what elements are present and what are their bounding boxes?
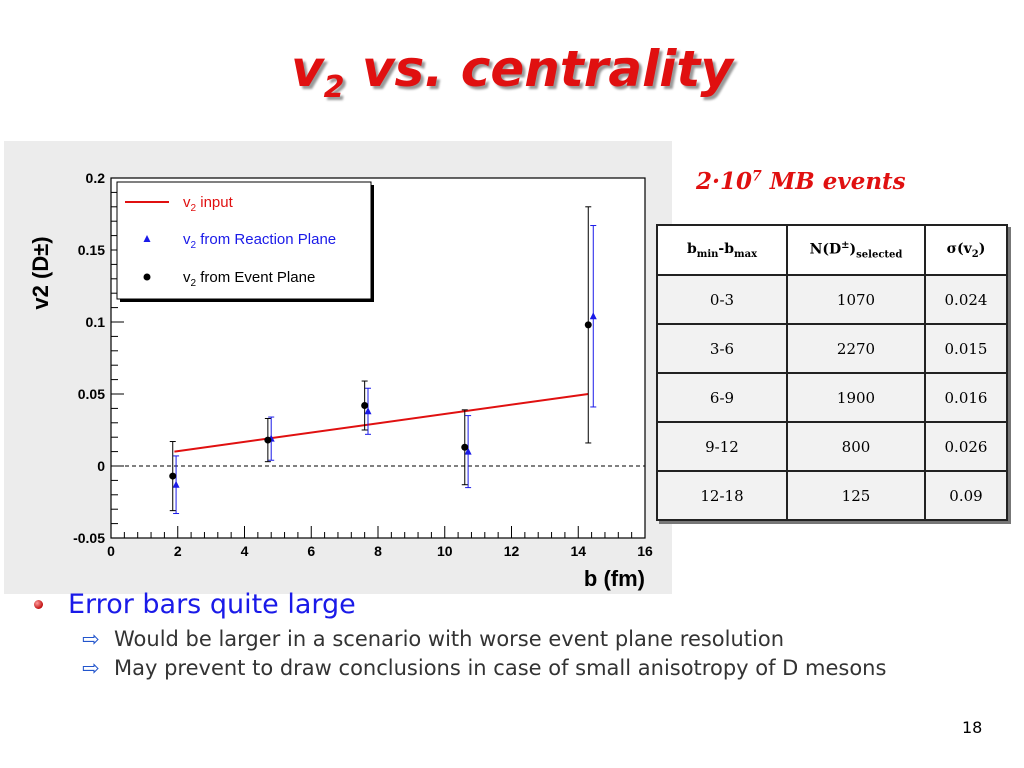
header-n-selected: N(D±)selected (786, 224, 926, 276)
header-sigma-main: σ(v (946, 240, 972, 257)
bullet-list: Error bars quite large ⇨ Would be larger… (34, 588, 994, 680)
table-cell: 125 (786, 470, 926, 521)
legend-circle-icon (143, 273, 151, 281)
reaction-plane-point (172, 480, 180, 488)
y-tick-label: 0.15 (78, 242, 105, 258)
table-row: 3-6 2270 0.015 (656, 323, 1008, 374)
events-exponent: 7 (752, 168, 762, 185)
y-axis-label: v2 (D±) (28, 236, 53, 309)
header-sigma: σ(v2) (924, 224, 1008, 276)
y-tick-label: 0 (97, 458, 105, 474)
table-cell: 9-12 (656, 421, 788, 472)
event-plane-point (264, 436, 272, 444)
table-cell: 0.09 (924, 470, 1008, 521)
reaction-plane-point (464, 447, 472, 455)
y-tick-label: 0.05 (78, 386, 105, 402)
page-number: 18 (962, 718, 983, 737)
header-b-sub1: min (696, 248, 719, 260)
x-tick-label: 2 (174, 543, 182, 559)
y-tick-label: -0.05 (73, 530, 105, 546)
header-n-main: N(D (809, 241, 842, 258)
header-n-sub: selected (856, 249, 903, 261)
events-base: 2·10 (696, 168, 753, 195)
x-tick-label: 4 (241, 543, 249, 559)
table-cell: 0.024 (924, 274, 1008, 325)
header-b-mid: -b (718, 240, 735, 257)
bullet-sub: ⇨ May prevent to draw conclusions in cas… (34, 656, 994, 680)
bullet-sub-text: May prevent to draw conclusions in case … (114, 656, 887, 680)
plot-area: -0.05 0 0.05 0.1 0.15 0.2 0 2 4 6 8 10 12 14 16 b (fm) v… (4, 141, 672, 594)
bullet-sub: ⇨ Would be larger in a scenario with wor… (34, 627, 994, 651)
title-v: v (291, 40, 324, 98)
legend-entry: v2 from Reaction Plane (183, 231, 336, 251)
title-subscript: 2 (323, 70, 345, 105)
legend-triangle-icon (143, 235, 151, 242)
event-plane-point (361, 402, 369, 410)
title-rest: vs. centrality (344, 40, 733, 98)
table-cell: 2270 (786, 323, 926, 374)
reaction-plane-point (589, 312, 597, 320)
x-axis-label: b (fm) (584, 566, 645, 591)
reaction-plane-point (364, 407, 372, 415)
stats-table: bmin-bmax N(D±)selected σ(v2) 0-3 1070 0… (656, 224, 1008, 521)
table-cell: 0-3 (656, 274, 788, 325)
input-line (174, 393, 589, 453)
header-sigma-sub: 2 (971, 248, 979, 260)
header-sigma-close: ) (978, 240, 986, 257)
events-label: 2·107 MB events (696, 168, 906, 195)
table-cell: 6-9 (656, 372, 788, 423)
table-cell: 0.016 (924, 372, 1008, 423)
events-rest: MB events (761, 168, 906, 195)
header-b-sub2: max (734, 248, 758, 260)
event-plane-point (584, 321, 592, 329)
x-tick-label: 8 (374, 543, 382, 559)
y-tick-label: 0.2 (86, 170, 106, 186)
table-row: 6-9 1900 0.016 (656, 372, 1008, 423)
table-cell: 3-6 (656, 323, 788, 374)
hollow-arrow-icon: ⇨ (82, 656, 100, 680)
bullet-main-text: Error bars quite large (68, 589, 356, 620)
table-cell: 0.026 (924, 421, 1008, 472)
bullet-main: Error bars quite large (34, 588, 994, 622)
x-tick-label: 14 (570, 543, 586, 559)
table-cell: 800 (786, 421, 926, 472)
header-b-range: bmin-bmax (656, 224, 788, 276)
table-cell: 1900 (786, 372, 926, 423)
table-cell: 1070 (786, 274, 926, 325)
table-row: 9-12 800 0.026 (656, 421, 1008, 472)
table-row: 12-18 125 0.09 (656, 470, 1008, 521)
x-tick-label: 12 (504, 543, 520, 559)
y-tick-label: 0.1 (86, 314, 106, 330)
legend-entry: v2 from Event Plane (183, 269, 315, 289)
table-cell: 0.015 (924, 323, 1008, 374)
slide-title: v2 vs. centrality (0, 40, 1024, 105)
x-tick-label: 16 (637, 543, 653, 559)
event-plane-point (461, 443, 469, 451)
event-plane-point (169, 472, 177, 480)
header-n-close: ) (849, 241, 857, 258)
legend-entry: v2 input (183, 194, 234, 214)
header-b-main: b (686, 240, 697, 257)
bullet-sub-text: Would be larger in a scenario with worse… (114, 627, 785, 651)
x-tick-label: 0 (107, 543, 115, 559)
table-row: 0-3 1070 0.024 (656, 274, 1008, 325)
table-cell: 12-18 (656, 470, 788, 521)
hollow-arrow-icon: ⇨ (82, 627, 100, 651)
bullet-dot-icon (34, 600, 43, 609)
x-tick-label: 6 (307, 543, 315, 559)
x-tick-label: 10 (437, 543, 453, 559)
table-header-row: bmin-bmax N(D±)selected σ(v2) (656, 224, 1008, 276)
header-n-sup: ± (841, 239, 850, 251)
